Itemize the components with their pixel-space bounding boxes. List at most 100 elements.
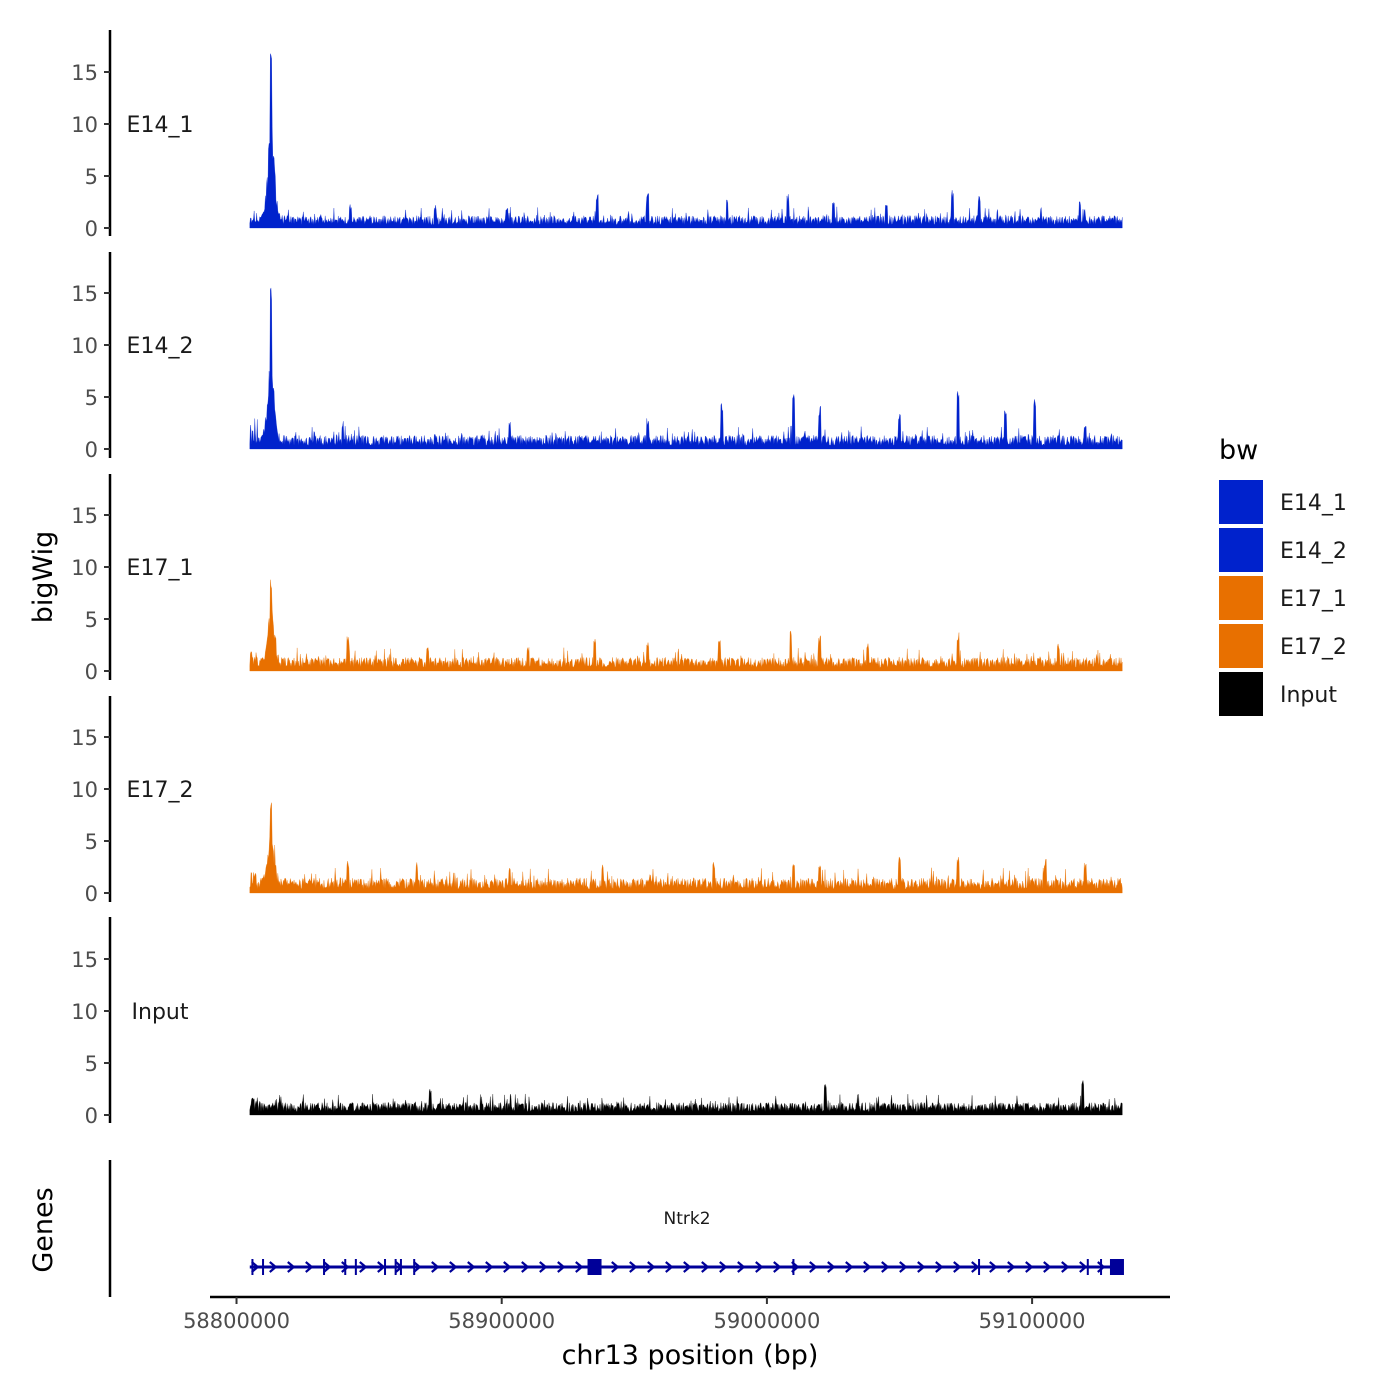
exon-large [1109,1259,1124,1275]
strand-arrow [971,1261,980,1273]
exon-large [587,1259,602,1275]
exon [251,1259,254,1275]
strand-arrow [683,1261,692,1273]
strand-arrow [359,1261,368,1273]
legend-label: E14_1 [1280,491,1347,516]
x-axis: 58800000 58900000 59000000 59100000 [183,1295,1170,1333]
strand-arrow [953,1261,962,1273]
y-tick-label: 10 [71,556,98,580]
y-tick-label: 15 [71,504,98,528]
track-E14_2: 0 5 10 15 E14_2 [71,252,1123,462]
y-axis-title: bigWig [28,531,59,624]
y-tick-label: 0 [85,217,98,241]
signal-area-Input [249,1080,1123,1116]
strand-arrow [1007,1261,1016,1273]
strand-arrow [269,1261,278,1273]
strand-arrow [701,1261,710,1273]
strand-arrow [1043,1261,1052,1273]
y-tick-label: 5 [85,1052,98,1076]
exon [1100,1259,1103,1275]
strand-arrow [287,1261,296,1273]
legend-key-E17_2 [1219,624,1263,668]
y-tick-label: 5 [85,830,98,854]
y-tick-label: 15 [71,61,98,85]
x-tick-label: 59000000 [713,1309,820,1333]
strand-arrow [665,1261,674,1273]
track-label: E17_2 [127,778,194,803]
exon [1086,1259,1089,1275]
legend-label: Input [1280,683,1337,708]
strand-arrow [1079,1261,1088,1273]
strand-arrow [935,1261,944,1273]
signal-tracks: 0 5 10 15 E14_1 0 5 10 15 E14_2 0 5 10 15 E17_1 0 5 10 15 E… [71,30,1123,1128]
strand-arrow [773,1261,782,1273]
exon [323,1259,326,1275]
x-tick-label: 58900000 [448,1309,555,1333]
exon [262,1259,265,1275]
strand-arrow [1061,1261,1070,1273]
track-E17_2: 0 5 10 15 E17_2 [71,696,1123,906]
y-tick-label: 15 [71,282,98,306]
signal-area-E14_2 [249,287,1123,450]
track-label: E14_2 [127,334,194,359]
strand-arrow [377,1261,386,1273]
legend-key-E14_1 [1219,480,1263,524]
strand-arrow [521,1261,530,1273]
strand-arrow [989,1261,998,1273]
legend-key-Input [1219,672,1263,716]
y-tick-label: 15 [71,948,98,972]
genes-axis-title: Genes [28,1187,59,1272]
exon [399,1259,402,1275]
strand-arrow [305,1261,314,1273]
gene-name-label: Ntrk2 [663,1209,710,1229]
track-E17_1: 0 5 10 15 E17_1 [71,474,1123,684]
exon [792,1259,795,1275]
strand-arrow [845,1261,854,1273]
strand-arrow [809,1261,818,1273]
x-tick-label: 58800000 [183,1309,290,1333]
legend: E14_1 E14_2 E17_1 E17_2 Input [1219,480,1347,716]
exon [394,1259,397,1275]
y-tick-label: 10 [71,1000,98,1024]
y-tick-label: 10 [71,778,98,802]
y-tick-label: 0 [85,882,98,906]
strand-arrow [611,1261,620,1273]
legend-label: E14_2 [1280,539,1347,564]
y-tick-label: 5 [85,608,98,632]
legend-key-E17_1 [1219,576,1263,620]
strand-arrow [647,1261,656,1273]
signal-area-E17_1 [249,579,1123,672]
strand-arrow [341,1261,350,1273]
strand-arrow [1025,1261,1034,1273]
strand-arrow [503,1261,512,1273]
strand-arrow [737,1261,746,1273]
strand-arrow [755,1261,764,1273]
exon [354,1259,357,1275]
exon [344,1259,347,1275]
track-label: Input [132,1000,189,1025]
strand-arrow [431,1261,440,1273]
strand-arrow [1097,1261,1106,1273]
strand-arrow [251,1261,260,1273]
track-Input: 0 5 10 15 Input [71,917,1123,1128]
strand-arrow [323,1261,332,1273]
genes-track: Ntrk2 [108,1160,1124,1297]
strand-arrow [557,1261,566,1273]
y-tick-label: 5 [85,165,98,189]
y-tick-label: 0 [85,438,98,462]
strand-arrow [863,1261,872,1273]
track-E14_1: 0 5 10 15 E14_1 [71,30,1123,241]
strand-arrow [719,1261,728,1273]
strand-arrow [485,1261,494,1273]
y-tick-label: 10 [71,113,98,137]
legend-key-E14_2 [1219,528,1263,572]
exon [413,1259,416,1275]
legend-title: bw [1219,435,1258,466]
exon [384,1259,387,1275]
strand-arrow [467,1261,476,1273]
y-tick-label: 15 [71,726,98,750]
legend-label: E17_1 [1280,587,1347,612]
strand-arrow [827,1261,836,1273]
strand-arrow [629,1261,638,1273]
strand-arrow [575,1261,584,1273]
